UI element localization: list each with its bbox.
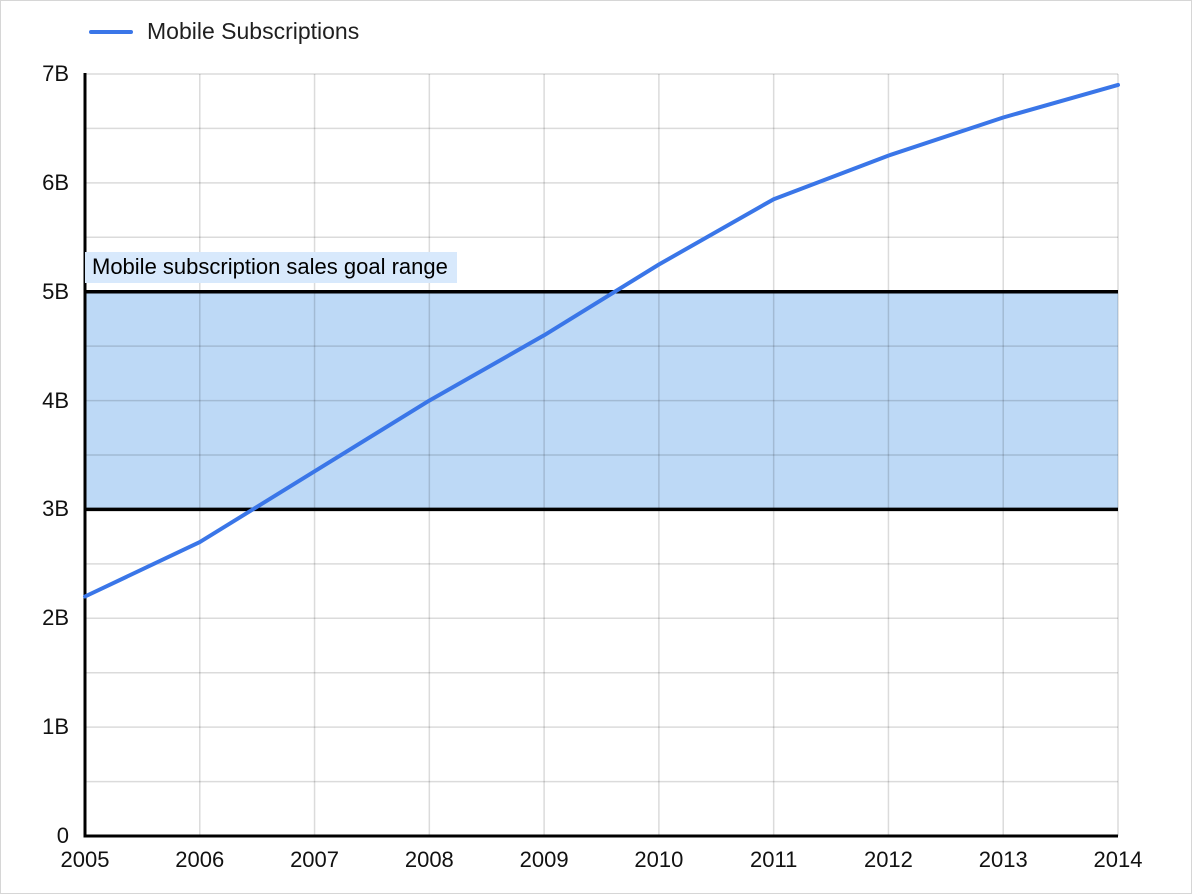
y-tick-label: 3B [42,496,69,522]
x-tick-label: 2007 [290,847,340,872]
x-tick-label: 2012 [863,847,913,872]
x-tick-label: 2006 [175,847,225,872]
legend-label: Mobile Subscriptions [147,18,360,44]
y-tick-label: 2B [42,605,69,631]
x-tick-label: 2014 [1093,847,1143,872]
y-tick-label: 5B [42,278,69,304]
series-line [83,82,1120,599]
goal-band [85,291,1118,510]
x-tick-label: 2013 [978,847,1028,872]
legend: Mobile Subscriptions [89,18,359,45]
x-tick-label: 2011 [750,847,798,872]
y-tick-label: 1B [42,714,69,740]
x-tick-label: 2009 [519,847,569,872]
y-tick-label: 0 [56,823,69,848]
x-tick-label: 2010 [634,847,684,872]
x-tick-label: 2008 [404,847,454,872]
y-tick-label: 7B [42,61,69,86]
y-tick-label: 4B [42,387,69,413]
x-tick-label: 2005 [60,847,110,872]
legend-line-swatch [89,29,133,34]
band-annotation-label: Mobile subscription sales goal range [85,251,457,283]
y-tick-label: 6B [42,169,69,195]
